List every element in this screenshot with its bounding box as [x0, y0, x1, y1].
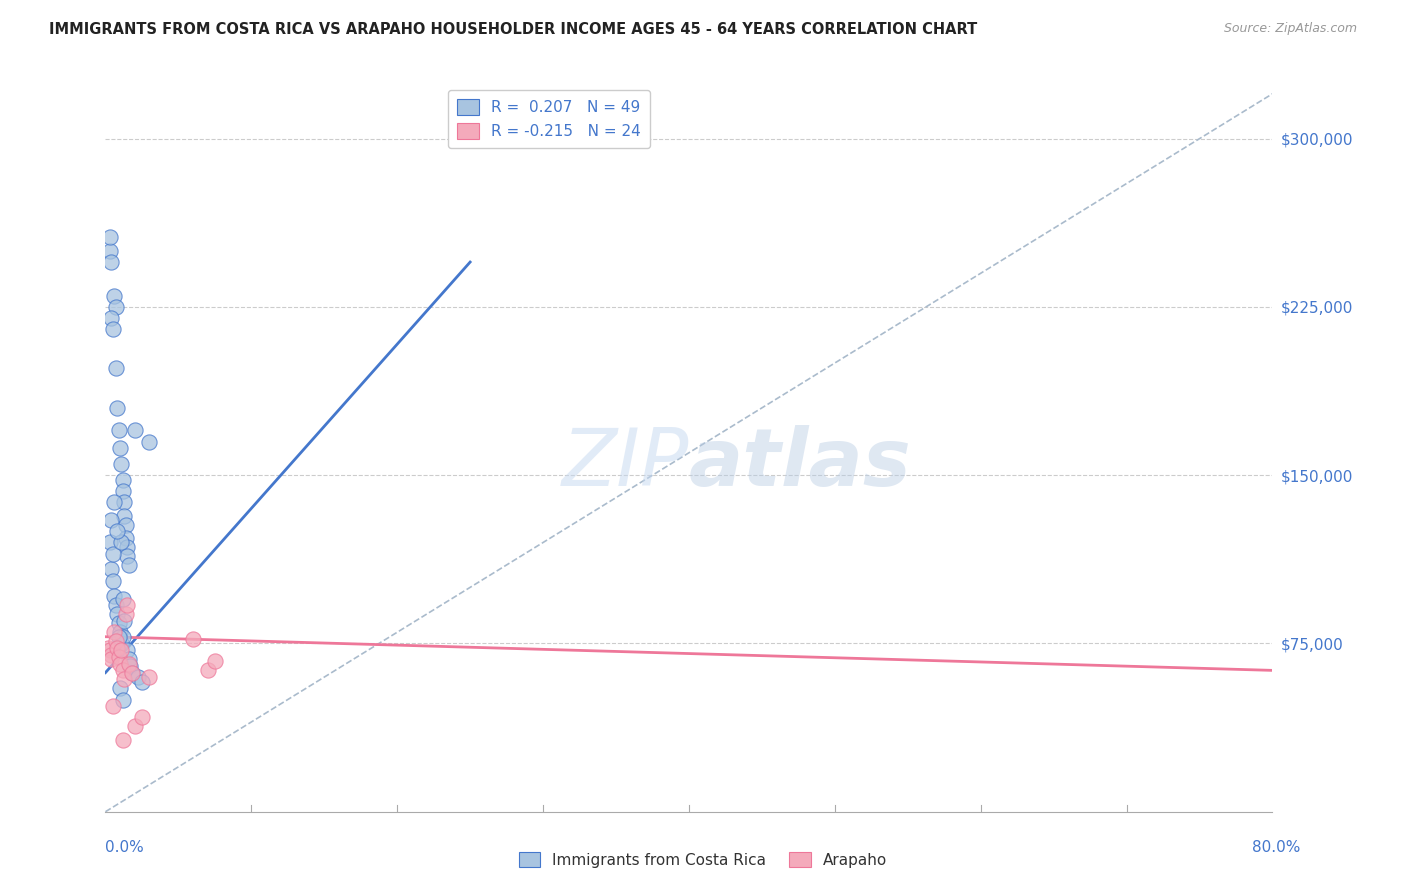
Point: [117, 599, 139, 613]
Point: [118, 657, 141, 671]
Point: [112, 508, 135, 523]
Point: [104, 360, 127, 375]
Point: [100, 648, 122, 662]
Point: [108, 681, 131, 696]
Point: [101, 322, 124, 336]
Point: [98, 535, 121, 549]
Point: [131, 674, 153, 689]
Point: [110, 643, 132, 657]
Text: ZIP: ZIP: [561, 425, 689, 503]
Point: [103, 590, 125, 604]
Point: [98, 643, 121, 657]
Point: [112, 614, 135, 628]
Text: atlas: atlas: [689, 425, 911, 503]
Point: [105, 607, 128, 622]
Point: [105, 524, 128, 539]
Point: [101, 547, 124, 561]
Point: [181, 632, 204, 646]
Point: [118, 652, 141, 666]
Point: [204, 654, 226, 668]
Point: [110, 535, 132, 549]
Point: [97, 640, 120, 655]
Point: [124, 719, 146, 733]
Point: [131, 710, 153, 724]
Text: Source: ZipAtlas.com: Source: ZipAtlas.com: [1223, 22, 1357, 36]
Point: [127, 670, 149, 684]
Point: [101, 699, 124, 714]
Point: [103, 289, 125, 303]
Point: [121, 665, 143, 680]
Point: [107, 423, 129, 437]
Point: [117, 643, 139, 657]
Point: [112, 495, 135, 509]
Point: [197, 664, 219, 678]
Point: [104, 599, 127, 613]
Point: [100, 562, 122, 576]
Point: [111, 630, 134, 644]
Point: [117, 549, 139, 563]
Point: [111, 473, 134, 487]
Point: [115, 531, 138, 545]
Point: [100, 652, 122, 666]
Point: [111, 591, 134, 606]
Point: [98, 230, 121, 244]
Point: [100, 255, 122, 269]
Point: [120, 659, 142, 673]
Point: [121, 665, 143, 680]
Point: [107, 630, 129, 644]
Text: IMMIGRANTS FROM COSTA RICA VS ARAPAHO HOUSEHOLDER INCOME AGES 45 - 64 YEARS CORR: IMMIGRANTS FROM COSTA RICA VS ARAPAHO HO…: [49, 22, 977, 37]
Point: [100, 513, 122, 527]
Point: [101, 574, 124, 588]
Point: [104, 634, 127, 648]
Point: [107, 649, 129, 664]
Point: [110, 636, 132, 650]
Point: [111, 733, 134, 747]
Point: [117, 540, 139, 554]
Point: [108, 657, 131, 671]
Point: [105, 640, 128, 655]
Point: [107, 616, 129, 631]
Point: [115, 607, 138, 622]
Point: [103, 495, 125, 509]
Point: [138, 670, 160, 684]
Text: 0.0%: 0.0%: [105, 840, 145, 855]
Point: [103, 625, 125, 640]
Point: [111, 664, 134, 678]
Point: [108, 625, 131, 640]
Legend: R =  0.207   N = 49, R = -0.215   N = 24: R = 0.207 N = 49, R = -0.215 N = 24: [449, 90, 650, 148]
Point: [124, 423, 146, 437]
Point: [118, 558, 141, 572]
Point: [110, 457, 132, 471]
Point: [111, 692, 134, 706]
Point: [104, 300, 127, 314]
Point: [112, 673, 135, 687]
Point: [105, 401, 128, 415]
Point: [98, 244, 121, 258]
Point: [115, 517, 138, 532]
Legend: Immigrants from Costa Rica, Arapaho: Immigrants from Costa Rica, Arapaho: [513, 846, 893, 873]
Point: [111, 483, 134, 498]
Point: [108, 442, 131, 456]
Text: 80.0%: 80.0%: [1253, 840, 1301, 855]
Point: [138, 434, 160, 449]
Point: [100, 311, 122, 326]
